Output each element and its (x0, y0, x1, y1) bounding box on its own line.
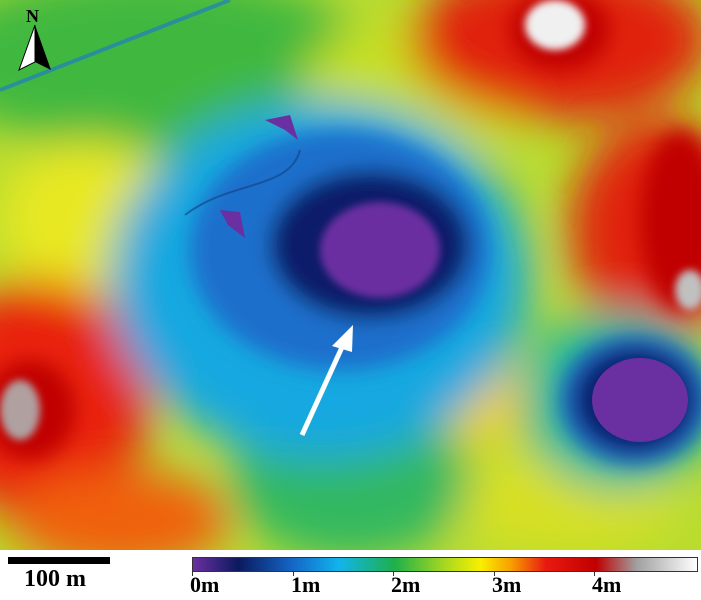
colorbar-label-3m: 3m (492, 572, 522, 597)
colorbar-tick (293, 571, 294, 576)
scale-bar (8, 557, 110, 564)
colorbar-label-2m: 2m (391, 572, 421, 597)
colorbar-label-4m: 4m (592, 572, 622, 597)
colorbar-tick (494, 571, 495, 576)
north-arrow: N (18, 6, 51, 72)
annotation-arrow (299, 325, 353, 437)
colorbar-tick (192, 571, 193, 576)
colorbar-tick (393, 571, 394, 576)
scale-bar-label: 100 m (24, 566, 86, 592)
colorbar-tick (594, 571, 595, 576)
colorbar-label-0m: 0m (190, 572, 220, 597)
lake (592, 358, 688, 442)
north-label: N (26, 6, 39, 26)
colorbar-label-1m: 1m (291, 572, 321, 597)
elevation-map: N (0, 0, 701, 550)
elevation-colorbar (192, 557, 698, 572)
